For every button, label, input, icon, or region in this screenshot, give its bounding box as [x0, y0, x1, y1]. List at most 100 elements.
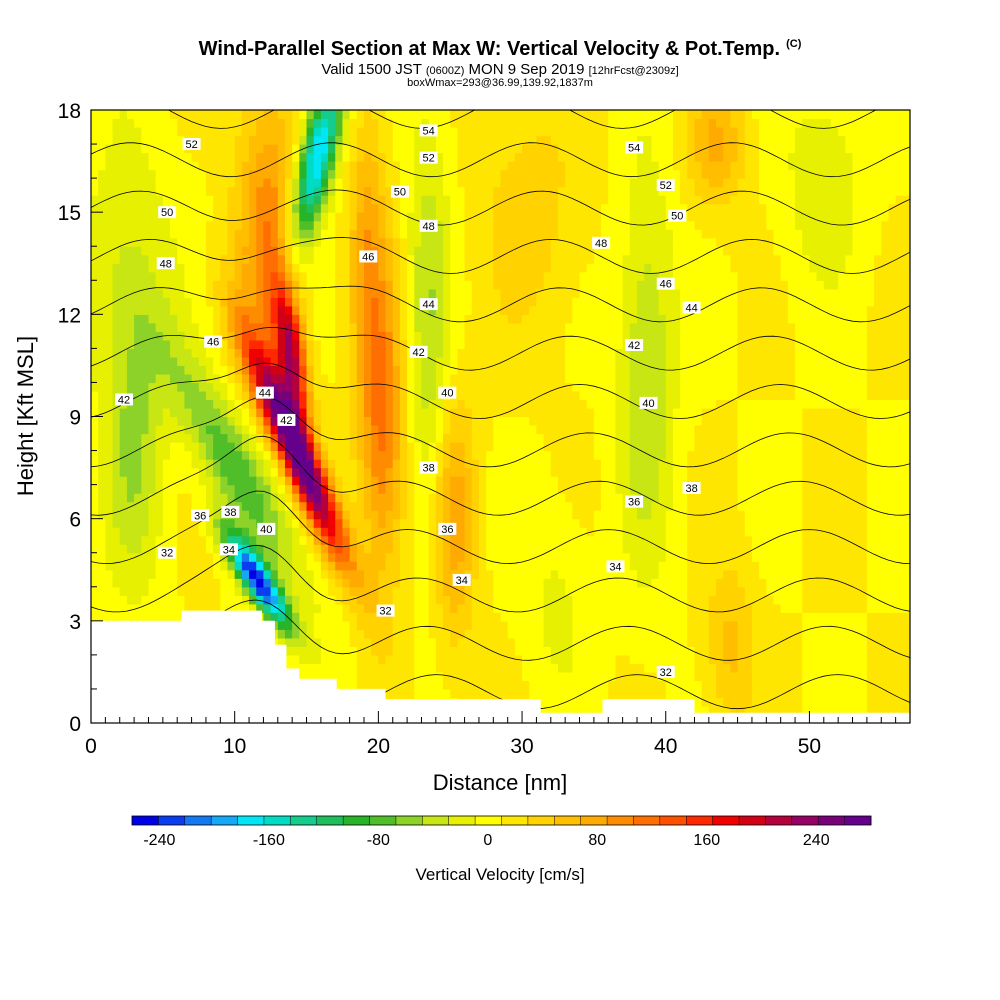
velocity-cell — [421, 280, 430, 290]
velocity-cell — [471, 407, 480, 418]
velocity-cell — [536, 510, 545, 520]
velocity-cell — [414, 229, 423, 239]
velocity-cell — [371, 663, 379, 673]
velocity-cell — [249, 399, 257, 409]
velocity-cell — [335, 433, 344, 443]
velocity-cell — [572, 373, 581, 384]
velocity-cell — [105, 203, 114, 213]
velocity-cell — [385, 220, 394, 230]
velocity-cell — [105, 484, 114, 494]
velocity-cell — [557, 603, 566, 613]
velocity-cell — [342, 416, 351, 426]
velocity-cell — [579, 169, 588, 179]
velocity-cell — [543, 382, 552, 392]
velocity-cell — [478, 578, 487, 588]
velocity-cell — [227, 603, 236, 613]
velocity-cell — [529, 178, 538, 188]
velocity-cell — [234, 288, 243, 298]
velocity-cell — [256, 416, 265, 426]
velocity-cell — [478, 263, 487, 273]
velocity-cell — [364, 203, 372, 213]
velocity-cell — [407, 169, 415, 179]
velocity-cell — [299, 169, 308, 179]
velocity-cell — [385, 271, 394, 281]
velocity-cell — [112, 450, 121, 460]
velocity-cell — [126, 203, 135, 213]
velocity-cell — [414, 186, 423, 196]
velocity-cell — [213, 246, 221, 256]
velocity-cell — [435, 510, 444, 520]
velocity-cell — [91, 237, 99, 247]
velocity-cell — [299, 195, 308, 205]
velocity-cell — [155, 501, 164, 511]
velocity-cell — [349, 356, 358, 367]
velocity-cell — [385, 450, 394, 460]
velocity-cell — [450, 280, 458, 290]
velocity-cell — [213, 263, 221, 273]
velocity-cell — [514, 646, 523, 656]
velocity-cell — [364, 425, 372, 435]
velocity-cell — [392, 425, 401, 435]
velocity-cell — [119, 510, 128, 520]
velocity-cell — [464, 561, 473, 571]
velocity-cell — [335, 671, 344, 682]
velocity-cell — [91, 535, 99, 545]
velocity-cell — [292, 212, 300, 222]
velocity-cell — [263, 195, 272, 205]
velocity-cell — [435, 195, 444, 205]
velocity-cell — [126, 144, 135, 154]
velocity-cell — [119, 271, 128, 281]
velocity-cell — [356, 186, 365, 196]
velocity-cell — [220, 586, 229, 596]
velocity-cell — [191, 169, 200, 179]
velocity-cell — [356, 288, 365, 298]
velocity-cell — [155, 178, 164, 188]
velocity-cell — [421, 680, 430, 690]
velocity-cell — [349, 510, 358, 520]
velocity-cell — [241, 544, 250, 554]
velocity-cell — [141, 425, 150, 435]
velocity-cell — [335, 680, 344, 690]
velocity-cell — [299, 416, 308, 426]
velocity-cell — [543, 663, 552, 673]
velocity-cell — [198, 271, 207, 281]
velocity-cell — [500, 246, 509, 256]
velocity-cell — [98, 603, 106, 613]
velocity-cell — [478, 407, 487, 418]
velocity-cell — [443, 271, 451, 281]
velocity-cell — [227, 467, 236, 477]
velocity-cell — [270, 331, 279, 341]
velocity-cell — [119, 254, 128, 264]
velocity-cell — [270, 220, 279, 230]
velocity-cell — [493, 331, 502, 341]
velocity-cell — [471, 288, 480, 298]
velocity-cell — [579, 535, 588, 545]
velocity-cell — [557, 186, 566, 196]
velocity-cell — [450, 484, 458, 494]
velocity-cell — [227, 476, 236, 486]
velocity-cell — [284, 612, 293, 622]
velocity-cell — [385, 518, 394, 528]
velocity-cell — [220, 527, 229, 537]
velocity-cell — [342, 603, 351, 613]
velocity-cell — [471, 169, 480, 179]
velocity-cell — [565, 595, 573, 605]
velocity-cell — [263, 365, 272, 375]
velocity-cell — [565, 671, 573, 682]
velocity-cell — [306, 552, 315, 562]
velocity-cell — [378, 356, 387, 367]
velocity-cell — [191, 339, 200, 349]
velocity-cell — [162, 110, 171, 120]
velocity-cell — [371, 314, 379, 324]
velocity-cell — [299, 646, 308, 656]
velocity-cell — [313, 280, 322, 290]
velocity-cell — [284, 195, 293, 205]
velocity-cell — [98, 407, 106, 418]
velocity-cell — [529, 118, 538, 128]
velocity-cell — [392, 246, 401, 256]
velocity-cell — [493, 416, 502, 426]
velocity-cell — [385, 152, 394, 162]
velocity-cell — [550, 382, 559, 392]
velocity-cell — [536, 467, 545, 477]
velocity-cell — [579, 552, 588, 562]
